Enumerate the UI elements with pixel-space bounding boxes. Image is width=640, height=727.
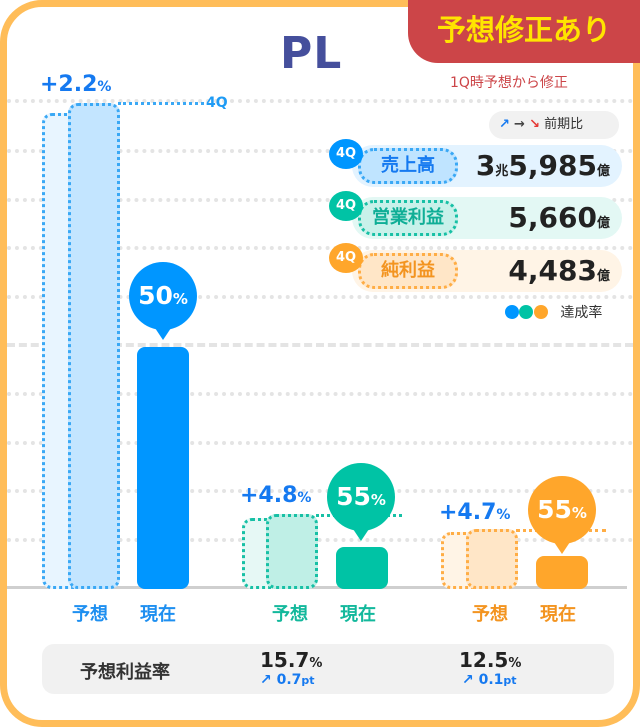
arrow-up-icon: ↗ <box>462 672 474 688</box>
speech-bubble-orange-icon <box>533 305 548 319</box>
revenue-actual-bar[interactable] <box>137 347 189 589</box>
kpi-revenue-label: 売上高 <box>358 148 458 184</box>
arrow-right-icon: → <box>514 117 525 132</box>
arrow-up-icon: ↗ <box>260 672 272 688</box>
chart-baseline <box>7 586 627 589</box>
revenue-achievement-bubble: 50% <box>129 262 197 340</box>
operating-profit-forecast-bar[interactable] <box>266 514 318 589</box>
speech-bubble-blue-icon <box>505 305 519 319</box>
grid-line <box>7 295 633 299</box>
revenue-actual-label: 現在 <box>140 604 176 625</box>
kpi-net-income-value: 4,483億 <box>508 254 610 287</box>
speech-bubble-green-icon <box>519 305 534 319</box>
grid-line <box>7 149 633 153</box>
quarter-badge-4q: 4Q <box>329 191 363 221</box>
grid-line-midpoint <box>7 343 633 347</box>
net-income-achievement-bubble: 55% <box>528 476 596 554</box>
revision-note: 1Q時予想から修正 <box>450 75 568 91</box>
kpi-revenue-value: 3兆5,985億 <box>475 149 610 182</box>
grid-line <box>7 392 633 396</box>
revenue-revision-delta: +2.2% <box>40 72 112 97</box>
operating-profit-actual-label: 現在 <box>340 604 376 625</box>
quarter-badge-4q: 4Q <box>329 139 363 169</box>
kpi-operating-profit-value: 5,660億 <box>508 201 610 234</box>
grid-line <box>7 441 633 445</box>
arrow-up-icon: ↗ <box>499 117 510 132</box>
net-income-actual-label: 現在 <box>540 604 576 625</box>
kpi-operating-profit-label: 営業利益 <box>358 200 458 236</box>
operating-profit-achievement-bubble: 55% <box>327 463 395 541</box>
grid-line <box>7 489 633 493</box>
grid-line <box>7 538 633 542</box>
kpi-operating-profit: 営業利益 5,660億 <box>352 197 622 239</box>
forecast-margin-label: 予想利益率 <box>80 662 170 683</box>
operating-profit-actual-bar[interactable] <box>336 547 388 589</box>
net-margin-value: 12.5% <box>459 648 522 672</box>
net-income-forecast-label: 予想 <box>472 604 508 625</box>
arrow-down-icon: ↘ <box>529 117 540 132</box>
operating-margin-delta: ↗ 0.7pt <box>260 672 315 688</box>
net-income-revision-delta: +4.7% <box>439 500 511 525</box>
grid-line <box>7 198 633 202</box>
net-income-forecast-bar[interactable] <box>466 529 518 589</box>
achievement-legend: 達成率 <box>505 302 602 322</box>
revenue-forecast-bar[interactable] <box>68 103 120 589</box>
revision-badge: 予想修正あり <box>408 0 640 63</box>
quarter-tag: 4Q <box>206 95 228 111</box>
net-income-actual-bar[interactable] <box>536 556 588 589</box>
kpi-net-income: 純利益 4,483億 <box>352 250 622 292</box>
forecast-margin-row <box>42 644 614 694</box>
kpi-revenue: 売上高 3兆5,985億 <box>352 145 622 187</box>
revenue-forecast-line <box>118 102 204 105</box>
yoy-legend-label: 前期比 <box>544 117 584 132</box>
page-title: PL <box>280 28 343 79</box>
grid-line <box>7 99 633 103</box>
grid-line <box>7 246 633 250</box>
operating-profit-revision-delta: +4.8% <box>240 483 312 508</box>
operating-profit-forecast-label: 予想 <box>272 604 308 625</box>
revenue-forecast-label: 予想 <box>72 604 108 625</box>
net-margin-delta: ↗ 0.1pt <box>462 672 517 688</box>
quarter-badge-4q: 4Q <box>329 243 363 273</box>
achievement-legend-label: 達成率 <box>560 305 603 321</box>
yoy-legend: ↗ → ↘ 前期比 <box>489 111 619 139</box>
operating-margin-value: 15.7% <box>260 648 323 672</box>
kpi-net-income-label: 純利益 <box>358 253 458 289</box>
